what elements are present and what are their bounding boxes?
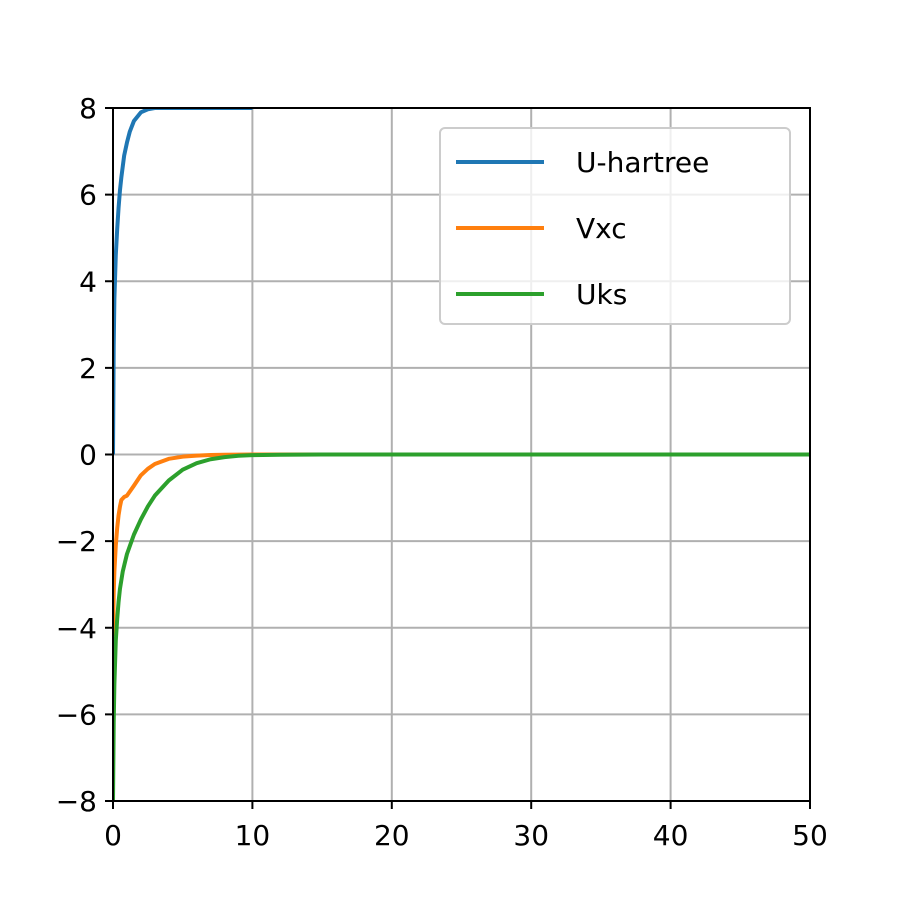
x-tick-label: 0 [104, 819, 122, 852]
legend-box [439, 127, 791, 325]
x-tick-label: 50 [792, 819, 828, 852]
y-tick-label: 8 [79, 92, 97, 125]
legend-label: Vxc [576, 212, 627, 245]
legend-label: Uks [576, 278, 627, 311]
x-tick-label: 40 [653, 819, 689, 852]
x-tick-label: 30 [513, 819, 549, 852]
y-tick-label: −2 [56, 525, 97, 558]
axes-frame [105, 107, 811, 809]
series-line-uks [113, 452, 810, 801]
legend: U-hartree Vxc Uks [439, 127, 791, 325]
series-line-u-hartree [113, 108, 253, 455]
plot-area [113, 108, 810, 801]
tick-labels: 0 10 20 30 40 50 −8 −6 −4 −2 0 2 4 6 8 [56, 92, 828, 852]
y-tick-label: 2 [79, 352, 97, 385]
y-tick-label: 6 [79, 179, 97, 212]
y-tick-label: 0 [79, 439, 97, 472]
y-tick-label: 4 [79, 265, 97, 298]
legend-label: U-hartree [576, 146, 709, 179]
x-tick-label: 20 [374, 819, 410, 852]
y-tick-label: −4 [56, 612, 97, 645]
y-tick-label: −8 [56, 785, 97, 818]
x-tick-label: 10 [235, 819, 271, 852]
y-tick-label: −6 [56, 698, 97, 731]
